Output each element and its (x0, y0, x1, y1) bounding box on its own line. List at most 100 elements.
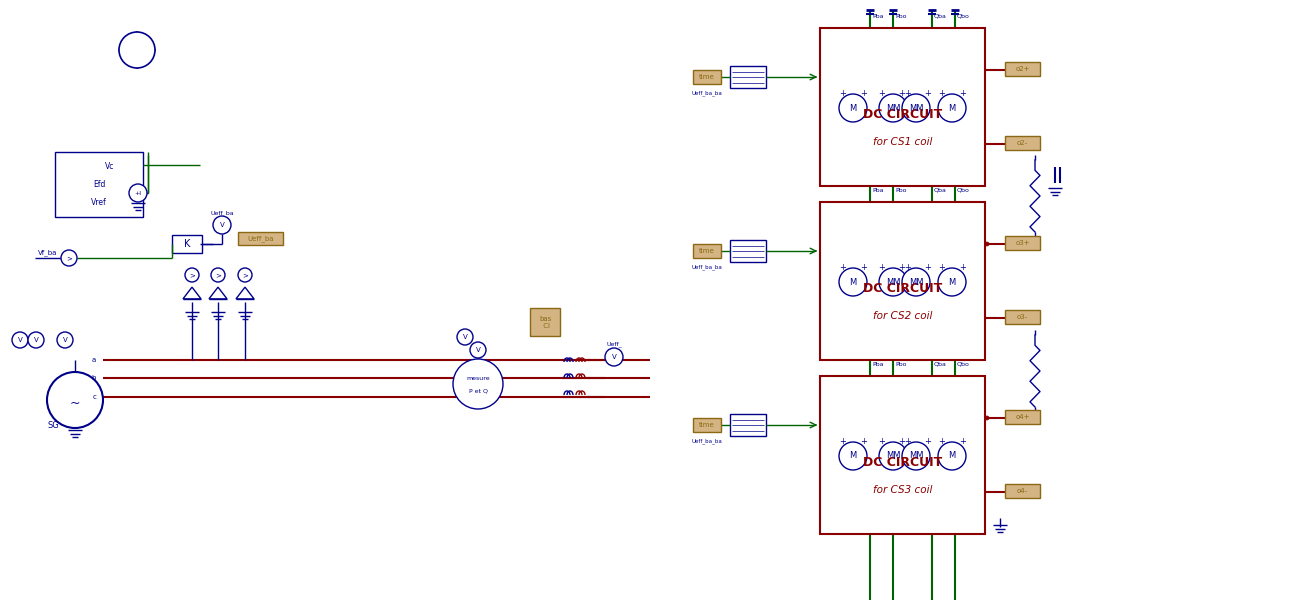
Polygon shape (236, 287, 254, 299)
Text: >: > (190, 272, 195, 278)
Text: Qba: Qba (934, 362, 948, 367)
Text: >: > (242, 272, 247, 278)
Text: DC CIRCUIT: DC CIRCUIT (863, 108, 942, 121)
Text: V: V (612, 354, 616, 360)
Text: +: + (959, 263, 966, 272)
Text: mesure: mesure (466, 376, 490, 381)
Circle shape (453, 359, 503, 409)
Text: Ueff_: Ueff_ (607, 341, 622, 347)
Text: +: + (959, 436, 966, 446)
Circle shape (118, 32, 155, 68)
Text: Qba: Qba (934, 13, 948, 18)
Bar (820, 28, 984, 186)
Circle shape (901, 442, 930, 470)
Text: o2-: o2- (1017, 140, 1028, 146)
Text: ++: ++ (898, 436, 912, 446)
Circle shape (238, 268, 251, 282)
Text: for CS3 coil: for CS3 coil (873, 485, 932, 494)
Circle shape (213, 216, 232, 234)
Bar (238, 232, 283, 245)
Text: +: + (879, 263, 886, 272)
Text: +: + (925, 263, 932, 272)
Text: DC CIRCUIT: DC CIRCUIT (863, 282, 942, 296)
Circle shape (938, 268, 966, 296)
Text: Pba: Pba (873, 362, 883, 367)
Text: Efd: Efd (93, 179, 105, 188)
Text: M: M (849, 103, 857, 113)
Text: o3+: o3+ (1015, 240, 1030, 246)
Text: Ueff_ba: Ueff_ba (247, 235, 274, 242)
Text: o4-: o4- (1017, 488, 1028, 494)
Text: Qbo: Qbo (957, 13, 970, 18)
Text: +: + (925, 89, 932, 97)
Text: +: + (938, 436, 945, 446)
Text: +: + (840, 89, 846, 97)
Circle shape (840, 442, 867, 470)
Text: o3-: o3- (1017, 314, 1028, 320)
Text: +: + (925, 436, 932, 446)
Circle shape (984, 416, 990, 420)
Circle shape (57, 332, 72, 348)
Text: time: time (699, 422, 715, 428)
Text: c: c (92, 394, 96, 400)
Bar (694, 244, 721, 258)
Text: MM: MM (886, 103, 900, 113)
Text: Ueff_ba_ba: Ueff_ba_ba (692, 264, 722, 270)
Text: M: M (949, 277, 955, 286)
Circle shape (984, 242, 990, 246)
Bar (1005, 310, 1040, 324)
Text: +: + (861, 89, 867, 97)
Text: M: M (849, 277, 857, 286)
Circle shape (879, 268, 907, 296)
Text: time: time (699, 248, 715, 254)
Text: +: + (938, 263, 945, 272)
Text: M: M (949, 452, 955, 460)
Bar (820, 202, 984, 360)
Circle shape (186, 268, 199, 282)
Text: M: M (849, 452, 857, 460)
Text: MM: MM (886, 277, 900, 286)
Bar (730, 66, 766, 88)
Text: V: V (475, 347, 480, 353)
Bar (1005, 410, 1040, 424)
Text: Vc: Vc (105, 162, 114, 171)
Text: Qbo: Qbo (957, 362, 970, 367)
Bar (55, 152, 143, 217)
Bar (172, 235, 201, 253)
Text: V: V (17, 337, 22, 343)
Text: MM: MM (886, 452, 900, 460)
Text: MM: MM (909, 103, 924, 113)
Text: Vf_ba: Vf_ba (38, 250, 57, 256)
Circle shape (470, 342, 486, 358)
Text: +: + (840, 263, 846, 272)
Circle shape (12, 332, 28, 348)
Text: Pbo: Pbo (895, 13, 907, 18)
Circle shape (61, 250, 78, 266)
Circle shape (211, 268, 225, 282)
Text: M: M (949, 103, 955, 113)
Text: time: time (699, 74, 715, 80)
Text: +: + (861, 263, 867, 272)
Text: Pbo: Pbo (895, 187, 907, 193)
Text: DC CIRCUIT: DC CIRCUIT (863, 457, 942, 469)
Text: Ueff_ba_ba: Ueff_ba_ba (692, 438, 722, 444)
Bar (1005, 136, 1040, 150)
Text: V: V (34, 337, 38, 343)
Circle shape (879, 442, 907, 470)
Circle shape (938, 94, 966, 122)
Polygon shape (209, 287, 226, 299)
Text: bas
 Cl: bas Cl (538, 316, 551, 329)
Text: for CS1 coil: for CS1 coil (873, 136, 932, 147)
Text: +: + (861, 436, 867, 446)
Text: Pba: Pba (873, 13, 883, 18)
Text: +: + (879, 89, 886, 97)
Bar (820, 376, 984, 534)
Text: Ueff_ba_ba: Ueff_ba_ba (692, 90, 722, 96)
Text: b: b (92, 375, 96, 381)
Text: +: + (879, 436, 886, 446)
Circle shape (938, 442, 966, 470)
Text: V: V (463, 334, 467, 340)
Text: P et Q: P et Q (468, 389, 487, 394)
Circle shape (840, 268, 867, 296)
Text: Pba: Pba (873, 187, 883, 193)
